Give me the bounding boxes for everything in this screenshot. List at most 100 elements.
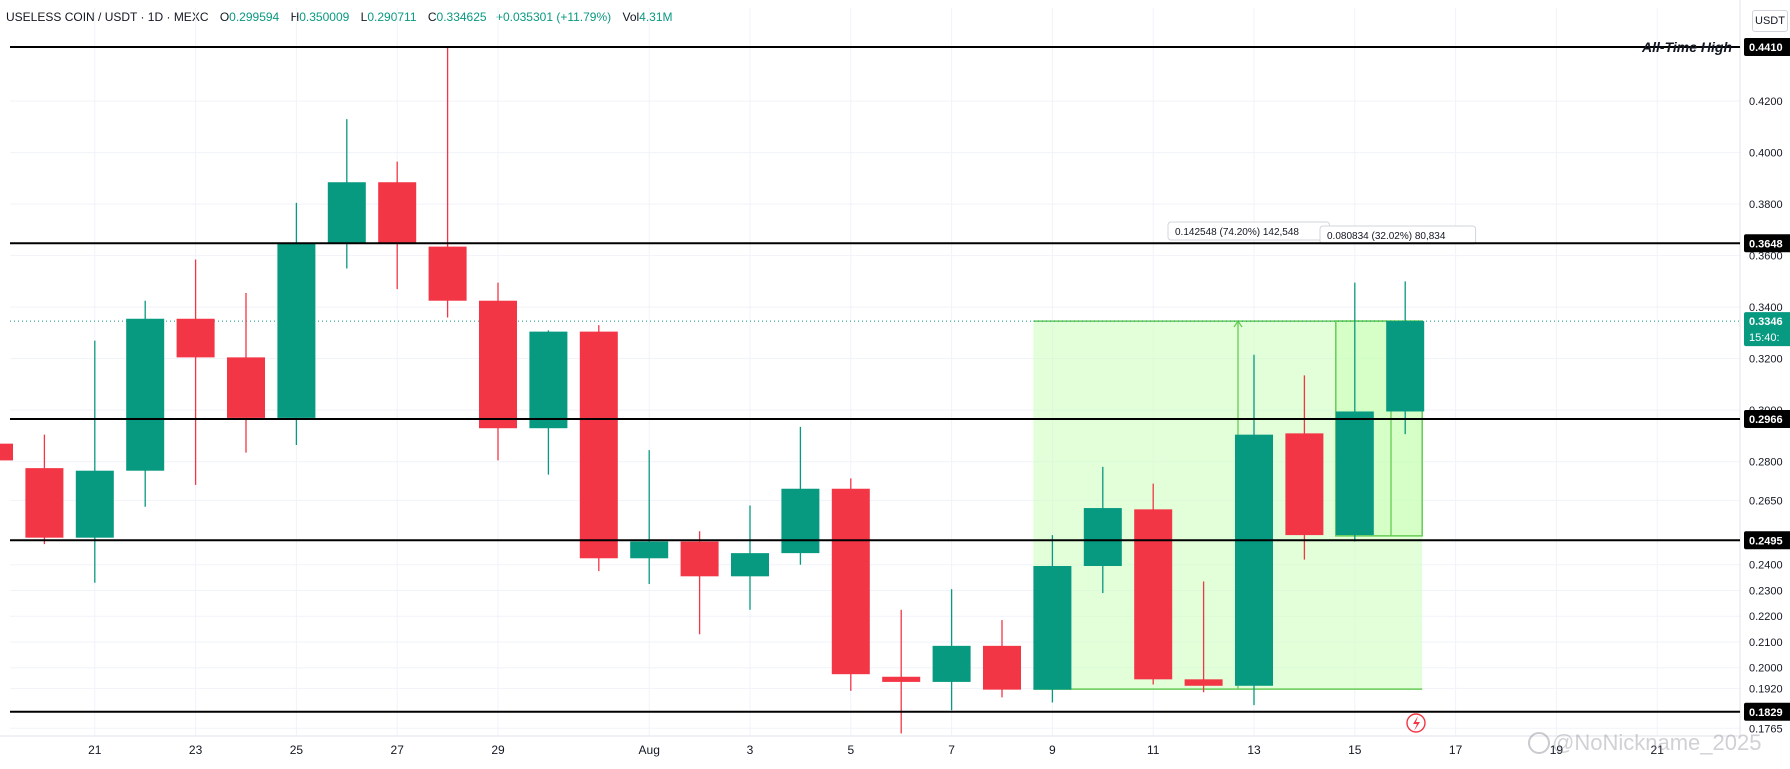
candle-body bbox=[327, 182, 366, 243]
price-tick-label: 0.3600 bbox=[1749, 251, 1783, 263]
time-tick-label: 21 bbox=[1651, 743, 1665, 757]
level-price-tag-box bbox=[1744, 531, 1790, 550]
time-tick-label: 29 bbox=[491, 743, 505, 757]
lightning-icon-ring bbox=[1406, 713, 1426, 733]
time-tick-label: 3 bbox=[747, 743, 754, 757]
candle bbox=[1335, 282, 1374, 542]
candle bbox=[1386, 281, 1425, 435]
last-price-tag: 0.3346 15:40: bbox=[1744, 312, 1790, 347]
candle bbox=[831, 478, 870, 691]
time-tick-label: 5 bbox=[847, 743, 854, 757]
level-price-tag: 0.2495 bbox=[1744, 531, 1790, 550]
candle bbox=[1134, 483, 1173, 685]
level-price-tag: 0.4410 bbox=[1744, 38, 1790, 57]
candle bbox=[731, 505, 769, 610]
candle-body bbox=[479, 300, 517, 429]
candle-body bbox=[731, 553, 769, 577]
candle bbox=[1235, 354, 1273, 706]
currency-button[interactable]: USDT bbox=[1752, 10, 1788, 32]
symbol-header: USELESS COIN / USDT · 1D · MEXC O0.29959… bbox=[6, 10, 673, 24]
candle-body bbox=[1285, 433, 1324, 536]
measure-label-secondary: 0.080834 (32.02%) 80,834 bbox=[1319, 225, 1477, 245]
price-tick-label: 0.2650 bbox=[1749, 495, 1783, 507]
support-resistance-levels: All-Time High bbox=[10, 39, 1740, 713]
time-tick-label: 21 bbox=[88, 743, 102, 757]
candle-body bbox=[1083, 508, 1122, 567]
candle bbox=[882, 609, 921, 734]
candle bbox=[176, 259, 215, 485]
candle bbox=[983, 620, 1021, 698]
price-tick-label: 0.4200 bbox=[1749, 96, 1783, 108]
level-price-tag-text: 0.2966 bbox=[1749, 414, 1783, 426]
candle bbox=[781, 426, 820, 565]
candle-body bbox=[529, 331, 568, 429]
level-price-tag-text: 0.3648 bbox=[1749, 238, 1783, 250]
candle bbox=[529, 330, 568, 475]
candle bbox=[1285, 375, 1324, 560]
candle bbox=[630, 450, 669, 585]
candle-body bbox=[277, 242, 316, 418]
level-price-tag-text: 0.4410 bbox=[1749, 42, 1783, 54]
author-icon bbox=[1528, 732, 1550, 754]
price-tick-label: 0.2000 bbox=[1749, 663, 1783, 675]
candle-body bbox=[932, 645, 971, 682]
level-price-tag-text: 0.2495 bbox=[1749, 535, 1783, 547]
volume-value: 4.31M bbox=[639, 10, 673, 24]
high-label: H bbox=[290, 10, 300, 24]
low-label: L bbox=[360, 10, 368, 24]
candle bbox=[579, 325, 618, 572]
candle-body bbox=[378, 182, 417, 243]
level-price-tag-box bbox=[1744, 702, 1790, 721]
candle bbox=[1083, 466, 1122, 594]
time-tick-label: 11 bbox=[1147, 743, 1160, 757]
candle-body bbox=[882, 676, 921, 682]
price-tick-label: 0.2100 bbox=[1749, 637, 1783, 649]
price-tick-label: 0.3200 bbox=[1749, 354, 1783, 366]
level-price-tag-box bbox=[1744, 234, 1790, 253]
price-tick-label: 0.2800 bbox=[1749, 457, 1783, 469]
last-price-tag-box bbox=[1744, 312, 1790, 347]
candle-body bbox=[75, 470, 114, 538]
time-tick-label: Aug bbox=[639, 743, 660, 757]
candle bbox=[75, 340, 114, 583]
last-price-tag-price: 0.3346 bbox=[1749, 316, 1783, 328]
time-tick-label: 7 bbox=[948, 743, 955, 757]
level-price-tag: 0.2966 bbox=[1744, 409, 1790, 428]
time-tick-label: 23 bbox=[189, 743, 203, 757]
candle bbox=[680, 531, 719, 635]
candle-body bbox=[25, 468, 64, 538]
price-tick-label: 0.3800 bbox=[1749, 199, 1783, 211]
candle bbox=[327, 119, 366, 269]
candle-body bbox=[781, 488, 820, 554]
candle-body bbox=[630, 541, 669, 559]
price-tick-label: 0.2200 bbox=[1749, 611, 1783, 623]
time-tick-label: 27 bbox=[391, 743, 405, 757]
candle-body bbox=[0, 443, 13, 461]
candle-body bbox=[1235, 434, 1273, 686]
candle-body bbox=[579, 331, 618, 559]
level-price-tag-box bbox=[1744, 409, 1790, 428]
candle bbox=[277, 202, 316, 445]
candle bbox=[932, 589, 971, 711]
candle-body bbox=[1386, 321, 1425, 412]
price-tick-label: 0.2400 bbox=[1749, 560, 1783, 572]
candle bbox=[227, 292, 265, 453]
measure-label-secondary-text: 0.080834 (32.02%) 80,834 bbox=[1327, 231, 1446, 242]
high-value: 0.350009 bbox=[299, 10, 350, 24]
candle bbox=[126, 300, 165, 507]
candle bbox=[428, 47, 467, 318]
candle-body bbox=[1335, 411, 1374, 536]
time-tick-label: 17 bbox=[1449, 743, 1463, 757]
symbol-title: USELESS COIN / USDT · 1D · MEXC bbox=[6, 10, 209, 24]
candle bbox=[25, 434, 64, 545]
candle-body bbox=[1184, 679, 1223, 686]
time-tick-label: 19 bbox=[1550, 743, 1564, 757]
candle-body bbox=[1033, 566, 1072, 690]
candle-body bbox=[176, 318, 215, 358]
candle bbox=[378, 161, 417, 290]
candle-body bbox=[1134, 509, 1173, 680]
last-price-tag-countdown: 15:40: bbox=[1749, 332, 1780, 344]
level-note: All-Time High bbox=[1641, 39, 1732, 55]
time-tick-label: 9 bbox=[1049, 743, 1056, 757]
